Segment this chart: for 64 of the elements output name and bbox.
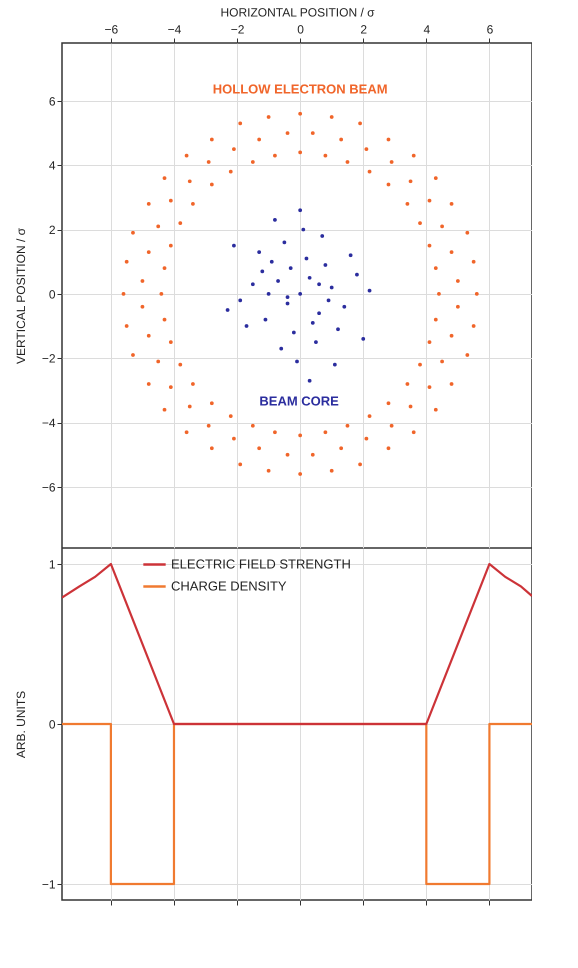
point <box>324 263 328 267</box>
point <box>276 279 280 283</box>
y-tick-label: 4 <box>48 158 56 173</box>
point <box>320 234 324 238</box>
point <box>250 282 255 286</box>
x-tick-label: −6 <box>104 22 119 36</box>
point <box>298 208 302 212</box>
x-tick-label: −4 <box>168 22 182 36</box>
point <box>295 360 299 364</box>
x-tick-label: 6 <box>486 22 494 36</box>
point <box>298 292 302 296</box>
point <box>282 240 286 244</box>
point <box>288 266 293 270</box>
point <box>257 250 262 254</box>
point <box>336 327 340 332</box>
y-tick-label: −1 <box>42 878 56 892</box>
point <box>292 330 296 334</box>
point <box>286 295 290 299</box>
point <box>348 253 352 258</box>
point <box>270 260 274 264</box>
legend-label: CHARGE DENSITY <box>171 578 287 594</box>
point <box>314 340 318 344</box>
point <box>279 346 284 350</box>
point <box>361 337 366 341</box>
x-tick-label: −2 <box>230 22 245 36</box>
point <box>226 308 230 312</box>
point <box>260 270 264 274</box>
point <box>317 311 321 316</box>
y-tick-label: 6 <box>48 94 56 108</box>
point <box>355 272 359 276</box>
point <box>368 288 372 293</box>
point <box>332 362 337 367</box>
y-tick-label: 1 <box>48 558 56 572</box>
y-tick-label: 0 <box>48 718 56 732</box>
x-axis-title: HORIZONTAL POSITION / σ <box>220 6 376 20</box>
x-tick-label: 2 <box>360 22 368 36</box>
point <box>304 256 308 260</box>
point <box>232 244 236 248</box>
point <box>244 324 248 328</box>
point <box>286 302 290 306</box>
point <box>266 292 270 296</box>
y-tick-label: −6 <box>42 480 56 494</box>
point <box>308 276 312 280</box>
y-tick-label: 0 <box>48 287 56 302</box>
y-tick-label: 2 <box>48 223 56 238</box>
y-axis-title: ARB. UNITS <box>14 690 28 758</box>
x-tick-label: 0 <box>297 22 304 36</box>
point <box>342 304 346 309</box>
point <box>308 378 312 383</box>
series-label: BEAM CORE <box>259 394 340 409</box>
point <box>301 228 306 232</box>
y-tick-label: −4 <box>42 416 56 430</box>
point <box>317 282 321 286</box>
series-label: HOLLOW ELECTRON BEAM <box>212 82 388 97</box>
legend-label: ELECTRIC FIELD STRENGTH <box>171 556 351 572</box>
point <box>264 318 268 322</box>
point <box>310 320 315 325</box>
point <box>273 218 277 222</box>
point <box>330 286 334 290</box>
point <box>326 298 330 302</box>
point <box>238 298 242 302</box>
y-axis-title: VERTICAL POSITION / σ <box>14 227 28 364</box>
y-tick-label: −2 <box>42 352 56 366</box>
x-tick-label: 4 <box>423 22 430 36</box>
